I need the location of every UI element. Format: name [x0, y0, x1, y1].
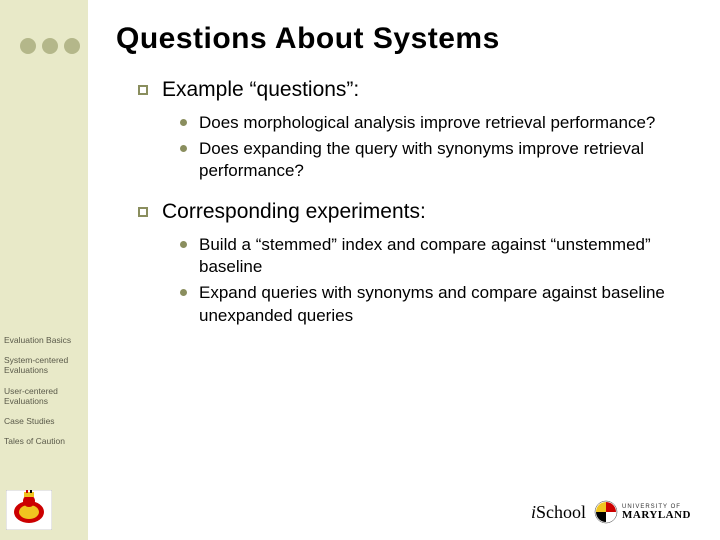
list-item-text: Does morphological analysis improve retr…: [199, 112, 655, 134]
round-bullet-icon: [180, 241, 187, 248]
ischool-text: iSchool: [531, 502, 586, 523]
list-item: Build a “stemmed” index and compare agai…: [180, 234, 698, 278]
list-item: Does expanding the query with synonyms i…: [180, 138, 698, 182]
sidebar-item: Evaluation Basics: [4, 335, 84, 345]
sub-list: Does morphological analysis improve retr…: [180, 112, 698, 182]
list-item-text: Does expanding the query with synonyms i…: [199, 138, 698, 182]
square-bullet-icon: [138, 85, 148, 95]
slide-content: Example “questions”: Does morphological …: [138, 78, 698, 345]
sidebar-nav: Evaluation Basics System-centered Evalua…: [4, 335, 84, 456]
sidebar-item: System-centered Evaluations: [4, 355, 84, 375]
sidebar-item: Case Studies: [4, 416, 84, 426]
terrapin-logo-icon: [6, 490, 52, 530]
footer-right: iSchool UNIVERSITY OF MARYLAND: [531, 498, 704, 526]
section-header: Example “questions”:: [138, 78, 698, 102]
list-item-text: Expand queries with synonyms and compare…: [199, 282, 698, 326]
dot-icon: [42, 38, 58, 54]
slide-title: Questions About Systems: [116, 22, 500, 56]
round-bullet-icon: [180, 145, 187, 152]
round-bullet-icon: [180, 289, 187, 296]
section-header-text: Example “questions”:: [162, 78, 359, 102]
left-stripe: [0, 0, 88, 540]
ischool-main: School: [536, 502, 586, 522]
section-header-text: Corresponding experiments:: [162, 200, 426, 224]
section-header: Corresponding experiments:: [138, 200, 698, 224]
dot-icon: [64, 38, 80, 54]
decorative-dots: [20, 38, 80, 54]
sidebar-item: User-centered Evaluations: [4, 386, 84, 406]
list-item-text: Build a “stemmed” index and compare agai…: [199, 234, 698, 278]
umd-logo-icon: UNIVERSITY OF MARYLAND: [594, 498, 704, 526]
list-item: Does morphological analysis improve retr…: [180, 112, 698, 134]
round-bullet-icon: [180, 119, 187, 126]
sub-list: Build a “stemmed” index and compare agai…: [180, 234, 698, 326]
list-item: Expand queries with synonyms and compare…: [180, 282, 698, 326]
dot-icon: [20, 38, 36, 54]
umd-maryland-text: MARYLAND: [622, 510, 691, 521]
sidebar-item: Tales of Caution: [4, 436, 84, 446]
square-bullet-icon: [138, 207, 148, 217]
